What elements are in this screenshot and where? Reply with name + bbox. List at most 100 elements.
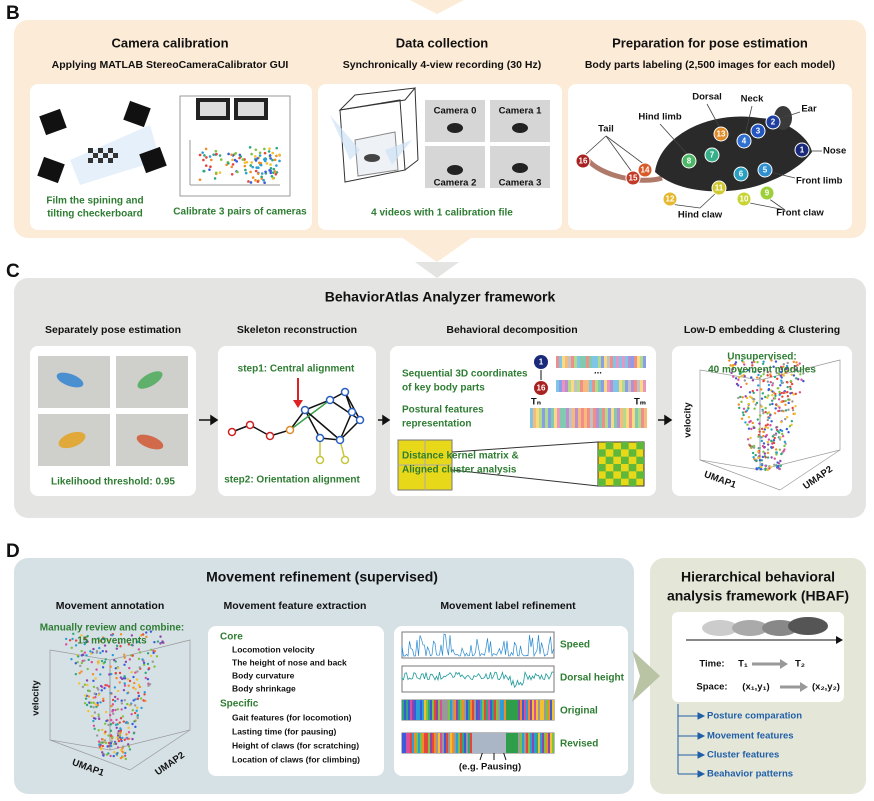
- embedding-axes: [699, 359, 841, 491]
- feature-stripe: [565, 380, 568, 392]
- feature-stripe: [607, 356, 610, 368]
- panel-b-background-part: [400, 236, 474, 262]
- feature-stripe: [619, 356, 622, 368]
- caption: Film the spining and: [46, 196, 143, 207]
- annotation-dot: [132, 686, 135, 689]
- label-segment: [460, 700, 462, 720]
- embedding-dot: [780, 376, 783, 379]
- embedding-dot: [770, 456, 773, 459]
- embedding-dot: [760, 439, 764, 443]
- feature-stripe: [643, 356, 646, 368]
- embedding-dot: [785, 427, 789, 431]
- feature-item: Body curvature: [232, 670, 295, 680]
- matrix-cell: [621, 471, 629, 479]
- annotation-dot: [136, 706, 139, 709]
- annotation-dot: [112, 751, 116, 754]
- label-segment: [544, 700, 546, 720]
- embedding-dot: [753, 370, 756, 374]
- calibration-dot: [243, 164, 247, 168]
- embedding-dot: [761, 455, 765, 459]
- embedding-dot: [782, 400, 785, 403]
- annotation-dot: [76, 661, 79, 664]
- calibration-dot: [278, 159, 281, 163]
- caption: Calibrate 3 pairs of cameras: [173, 207, 307, 218]
- annotation-dot: [92, 719, 95, 723]
- calibration-dot: [212, 153, 215, 156]
- feature-stripe: [599, 408, 602, 428]
- axis-label: velocity: [683, 402, 694, 438]
- feature-stripe: [602, 408, 605, 428]
- annotation-dot: [134, 671, 137, 674]
- annotation-dot: [104, 658, 107, 661]
- label-segment: [542, 733, 544, 753]
- embedding-dot: [787, 408, 790, 411]
- annotation-dot: [153, 665, 156, 668]
- keypoint-number: 9: [765, 189, 770, 198]
- label-segment: [478, 733, 480, 753]
- annotation-dot: [118, 736, 122, 739]
- annotation-dot: [116, 666, 120, 670]
- annotation-dot: [107, 723, 110, 727]
- calibration-dot: [254, 159, 258, 162]
- calibration-dot: [249, 181, 253, 184]
- feature-stripe: [556, 356, 559, 368]
- calibration-dot: [264, 170, 267, 174]
- embedding-dot: [776, 461, 779, 464]
- feature-stripe: [559, 380, 562, 392]
- note: 40 movement modules: [708, 365, 816, 376]
- feature-stripe: [583, 380, 586, 392]
- annotation-dot: [97, 715, 100, 718]
- annotation-dot: [113, 742, 116, 746]
- calibration-dot: [254, 178, 257, 182]
- skeleton-diagram-part: [304, 409, 341, 441]
- embedding-dot: [771, 446, 775, 449]
- annotation-dot: [83, 683, 87, 686]
- calibration-dot: [256, 157, 259, 160]
- embedding-dot: [795, 361, 798, 364]
- calibration-illustration-part-part: [88, 158, 93, 163]
- calibration-illustration-part: [39, 108, 67, 136]
- calibration-dot: [250, 152, 253, 156]
- embedding-dot: [761, 362, 765, 365]
- embedding-dot: [775, 464, 778, 467]
- annotation-dot: [118, 671, 122, 675]
- label-segment: [446, 700, 448, 720]
- label-segment: [516, 700, 518, 720]
- keypoint-marker: [637, 162, 653, 178]
- embedding-dot: [778, 393, 781, 397]
- embedding-dot: [739, 395, 742, 399]
- annotation-dot: [127, 731, 131, 734]
- calibration-dot: [202, 169, 205, 173]
- annotation-dot: [104, 683, 107, 687]
- embedding-dot: [769, 373, 772, 376]
- label-segment: [534, 700, 536, 720]
- embedding-dot: [755, 467, 758, 470]
- matrix-cell: [598, 449, 606, 457]
- annotation-dot: [86, 683, 89, 687]
- embedding-dot: [779, 436, 782, 439]
- skeleton-joint: [347, 407, 357, 417]
- embedding-dot: [779, 464, 782, 467]
- label-segment: [498, 700, 500, 720]
- calibration-dot: [230, 153, 233, 157]
- embedding-dot: [778, 409, 781, 413]
- embedding-dot: [779, 384, 782, 387]
- dorsal-height-trace: [401, 670, 554, 689]
- embedding-dot: [766, 396, 769, 399]
- embedding-dot: [766, 380, 770, 383]
- annotation-dot: [115, 718, 118, 722]
- annotation-dot: [83, 659, 86, 662]
- feature-stripe: [590, 408, 593, 428]
- embedding-dot: [774, 394, 777, 398]
- calibration-dot: [251, 176, 255, 179]
- embedding-dot: [756, 418, 759, 421]
- annotation-dot: [133, 720, 136, 723]
- label-segment: [508, 700, 510, 720]
- annotation-dot: [111, 698, 115, 702]
- feature-stripe: [610, 356, 613, 368]
- embedding-dot: [737, 376, 741, 379]
- annotation-dot: [109, 723, 113, 726]
- keypoint-number: 4: [742, 137, 747, 146]
- annotation-dot: [80, 661, 84, 665]
